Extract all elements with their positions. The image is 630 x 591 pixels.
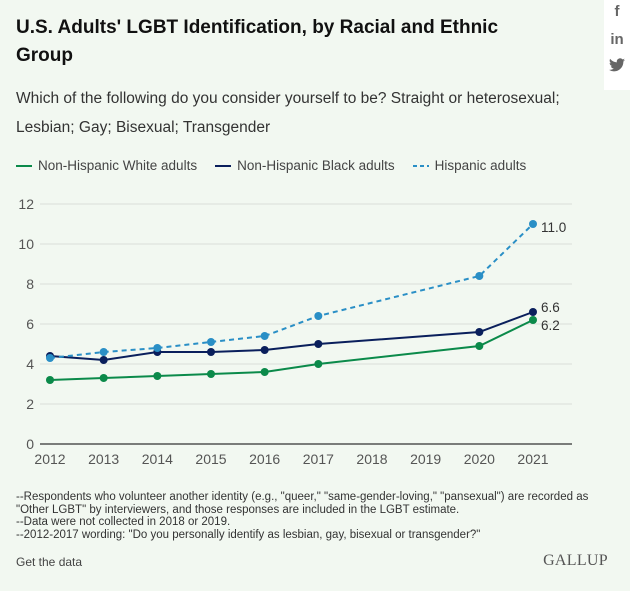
legend-swatch	[16, 164, 32, 167]
x-tick-label: 2021	[517, 451, 548, 467]
footnotes: --Respondents who volunteer another iden…	[16, 491, 616, 541]
legend-label: Non-Hispanic White adults	[38, 158, 198, 173]
data-point	[153, 372, 162, 380]
social-share-bar: f in	[604, 0, 630, 90]
x-tick-label: 2013	[88, 451, 119, 467]
twitter-icon[interactable]	[604, 56, 630, 84]
legend-swatch	[215, 164, 232, 167]
end-value-label: 11.0	[541, 220, 566, 235]
x-tick-label: 2018	[356, 451, 387, 467]
data-point	[260, 332, 269, 340]
chart-title: U.S. Adults' LGBT Identification, by Rac…	[16, 17, 499, 66]
series-line	[49, 319, 534, 381]
series-line	[49, 311, 534, 362]
data-point	[314, 312, 323, 320]
end-value-label: 6.6	[541, 300, 560, 315]
legend-label: Non-Hispanic Black adults	[237, 158, 395, 173]
x-tick-label: 2019	[410, 451, 441, 467]
data-point	[99, 348, 108, 356]
y-tick-label: 0	[26, 436, 34, 452]
x-tick-label: 2012	[34, 451, 65, 467]
footnote: --Respondents who volunteer another iden…	[16, 491, 589, 516]
chart-subtitle: Which of the following do you consider y…	[16, 90, 560, 136]
data-point	[99, 374, 108, 382]
x-tick-label: 2014	[142, 451, 173, 467]
end-value-label: 6.2	[541, 318, 560, 333]
y-tick-label: 6	[26, 316, 34, 332]
facebook-icon[interactable]: f	[614, 3, 620, 20]
gallup-logo: GALLUP	[543, 552, 608, 569]
data-point	[529, 308, 537, 316]
data-point	[314, 360, 323, 368]
legend: Non-Hispanic White adults Non-Hispanic Bl…	[16, 158, 526, 173]
x-tick-label: 2015	[195, 451, 226, 467]
linkedin-icon[interactable]: in	[610, 31, 624, 48]
data-point	[99, 356, 108, 364]
legend-item: Non-Hispanic White adults	[16, 158, 197, 173]
y-tick-label: 12	[18, 196, 34, 212]
legend-swatch	[412, 164, 429, 167]
get-the-data-link[interactable]: Get the data	[16, 555, 83, 569]
legend-label: Hispanic adults	[434, 158, 527, 173]
x-tick-label: 2016	[249, 451, 280, 467]
line-chart: 0 2 4 6 8 10 12 2012 2013 2014 2015 2016 2017 2018 201…	[18, 196, 572, 467]
data-point	[260, 368, 269, 376]
data-point	[153, 344, 162, 352]
x-tick-label: 2020	[464, 451, 495, 467]
data-point	[475, 328, 484, 336]
footnote: --Data were not collected in 2018 or 201…	[16, 516, 231, 528]
data-point	[529, 220, 537, 228]
data-point	[207, 348, 215, 356]
legend-item: Hispanic adults	[412, 158, 527, 173]
y-tick-label: 10	[18, 236, 34, 252]
data-point	[46, 376, 54, 384]
data-point	[46, 354, 54, 362]
data-point	[475, 272, 484, 280]
data-point	[475, 342, 484, 350]
data-point	[260, 346, 269, 354]
data-point	[207, 370, 215, 378]
footnote: --2012-2017 wording: "Do you personally …	[16, 528, 481, 541]
y-tick-label: 2	[26, 396, 34, 412]
legend-item: Non-Hispanic Black adults	[215, 158, 395, 173]
x-tick-label: 2017	[303, 451, 334, 467]
y-tick-label: 4	[26, 356, 34, 372]
data-point	[207, 338, 215, 346]
data-point	[529, 316, 537, 324]
data-point	[314, 340, 323, 348]
y-tick-label: 8	[26, 276, 34, 292]
